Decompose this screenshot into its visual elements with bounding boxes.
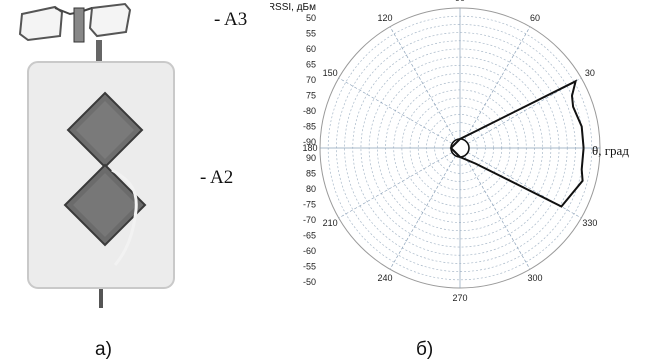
antenna-photo: - A3 - A2 а) [18, 2, 247, 360]
antenna-a3 [18, 2, 132, 43]
grid-spoke [464, 26, 531, 141]
grid-spoke [389, 155, 456, 270]
radial-tick-label: -65 [303, 230, 316, 240]
angle-tick-label: 150 [323, 68, 338, 78]
radial-tick-label: 50 [306, 13, 316, 23]
radial-tick-label: -70 [303, 215, 316, 225]
grid-spoke [467, 152, 582, 219]
radial-tick-label: 65 [306, 60, 316, 70]
radial-tick-label: 90 [306, 153, 316, 163]
patch-element-upper-inner [76, 101, 134, 159]
angle-tick-label: 120 [377, 13, 392, 23]
radial-tick-label: -60 [303, 246, 316, 256]
feed-cable [111, 168, 138, 266]
grid-spoke [464, 155, 531, 270]
mast-top [96, 40, 102, 66]
angle-tick-label: 270 [452, 293, 467, 303]
grid-spoke [338, 77, 453, 144]
radial-tick-label: -80 [303, 106, 316, 116]
radial-tick-label: -90 [303, 137, 316, 147]
radial-tick-label: -50 [303, 277, 316, 287]
caption-a: а) [95, 339, 112, 360]
pattern-series [449, 79, 585, 208]
radial-tick-label: -55 [303, 261, 316, 271]
mast-bottom [99, 288, 103, 308]
radial-tick-label: -85 [303, 122, 316, 132]
radial-tick-label: 60 [306, 44, 316, 54]
radial-tick-label: 55 [306, 29, 316, 39]
angle-tick-label: 180 [302, 143, 317, 153]
pattern-line [449, 79, 585, 208]
grid-spoke [389, 26, 456, 141]
caption-b: б) [416, 339, 433, 360]
angle-tick-label: 60 [530, 13, 540, 23]
radial-tick-label: -75 [303, 199, 316, 209]
angle-axis-label: θ, град [592, 143, 629, 158]
center-circle [450, 138, 470, 158]
angle-tick-label: 210 [323, 218, 338, 228]
polar-grid [319, 7, 601, 289]
polar-chart: RSSI, дБм 50 55 60 65 70 75 -80 -85 -90 90 85 80 -75… [270, 0, 629, 360]
radial-tick-label: 75 [306, 91, 316, 101]
radial-tick-label: 85 [306, 168, 316, 178]
angle-tick-label: 330 [582, 218, 597, 228]
radial-tick-label: 70 [306, 75, 316, 85]
label-a2: - A2 [200, 167, 233, 188]
label-a3: - A3 [214, 9, 247, 30]
patch-element-lower-inner [73, 173, 137, 237]
angle-tick-label: 240 [377, 273, 392, 283]
angle-tick-label: 90 [455, 0, 465, 3]
radial-tick-labels: 50 55 60 65 70 75 -80 -85 -90 90 85 80 -75 -70 -65 -60 -… [303, 13, 316, 287]
angle-tick-label: 300 [527, 273, 542, 283]
grid-spoke [338, 152, 453, 219]
grid-spoke [467, 77, 582, 144]
radial-tick-label: 80 [306, 184, 316, 194]
angle-tick-label: 30 [585, 68, 595, 78]
angle-tick-labels: 30 60 90 120 150 180 210 240 270 300 330 [302, 0, 597, 303]
radial-axis-label: RSSI, дБм [270, 2, 316, 13]
